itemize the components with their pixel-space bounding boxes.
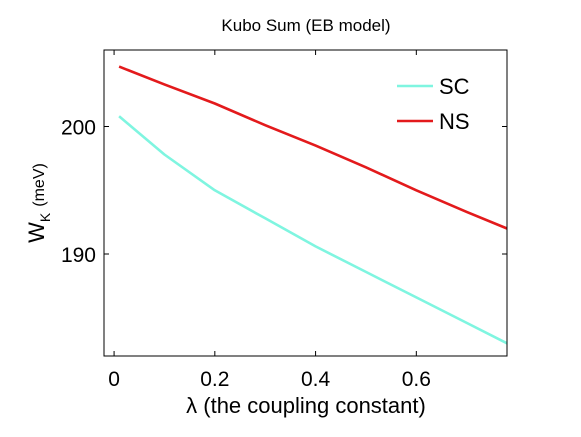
y-tick-label: 190 xyxy=(61,244,96,267)
legend: SC NS xyxy=(397,74,470,134)
x-axis: 0 0.2 0.4 0.6 xyxy=(108,50,431,391)
y-axis-label: WK (meV) xyxy=(24,163,53,243)
chart-title: Kubo Sum (EB model) xyxy=(221,16,390,35)
series-line-ns xyxy=(118,65,508,230)
y-axis-label-main: W xyxy=(24,222,49,243)
x-tick-label: 0.2 xyxy=(200,368,229,391)
legend-label-ns: NS xyxy=(439,109,470,134)
x-tick-label: 0.6 xyxy=(402,368,431,391)
x-tick-label: 0.4 xyxy=(301,368,331,391)
y-tick-label: 200 xyxy=(61,117,96,140)
series-layer xyxy=(118,65,508,345)
x-axis-label: λ (the coupling constant) xyxy=(186,393,426,418)
x-tick-label: 0 xyxy=(108,368,120,391)
y-axis-label-unit: (meV) xyxy=(31,163,48,207)
legend-label-sc: SC xyxy=(439,74,470,99)
y-axis-label-sub: K xyxy=(37,212,53,222)
y-axis: 190 200 xyxy=(61,117,507,267)
svg-text:WK(meV): WK (meV) xyxy=(24,163,53,243)
series-line-sc xyxy=(118,115,508,345)
plot-frame xyxy=(103,49,508,357)
